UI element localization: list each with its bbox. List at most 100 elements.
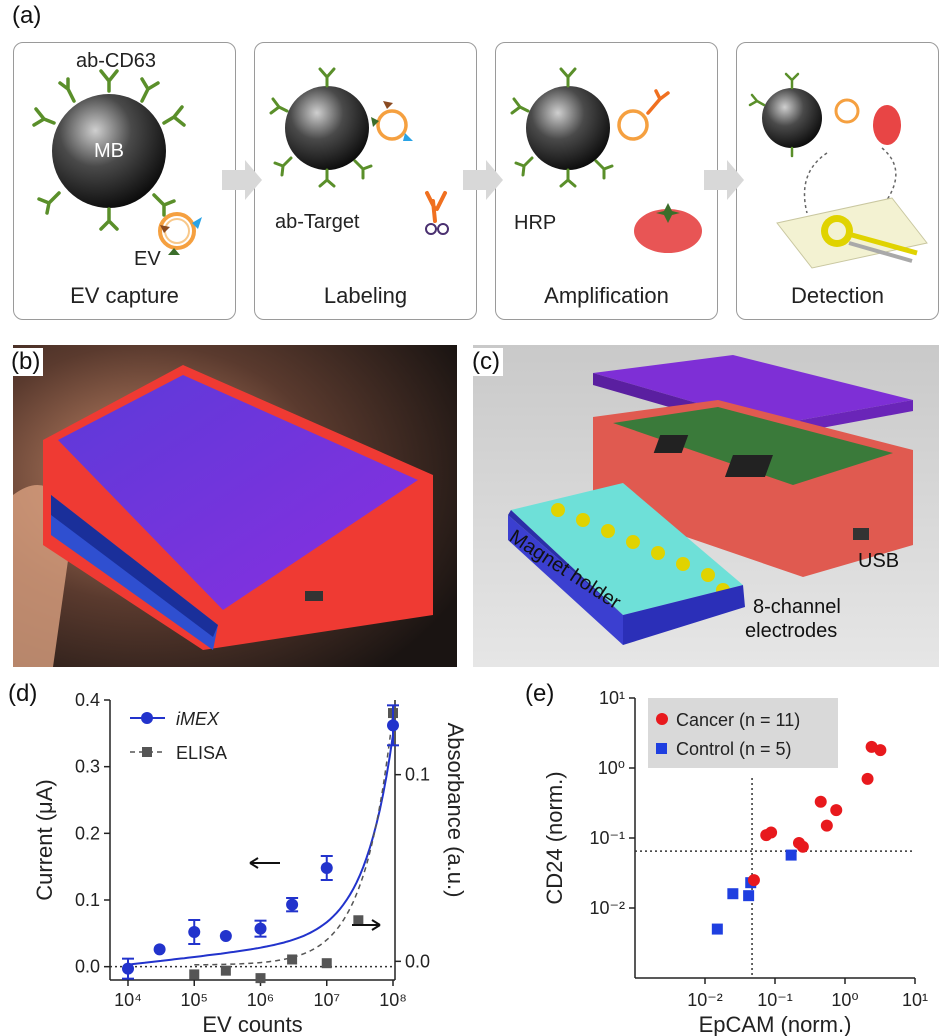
panel-label-b: (b) [8, 348, 44, 376]
antibody-icons [32, 69, 186, 231]
step-arrows [222, 160, 744, 200]
step-box-detection: Detection [736, 42, 939, 320]
y-tick-label: 10¹ [599, 688, 625, 708]
arrow-2-icon [463, 160, 503, 200]
chart-d: 0.0 0.1 0.2 0.3 0.4 0.0 0.1 10⁴ 10⁵ 10⁶ 10⁷ 10⁸ EV c… [32, 690, 468, 1036]
y-tick-label: 0.2 [75, 823, 100, 843]
elisa-point [189, 969, 200, 980]
y-tick-label: 10⁻¹ [589, 828, 625, 848]
imex-point [387, 719, 399, 732]
y-tick-label: 0.3 [75, 757, 100, 777]
arrow-3-icon [704, 160, 744, 200]
control-point [711, 923, 723, 935]
legend-imex-marker [141, 712, 153, 724]
x-axis-label: EV counts [202, 1012, 302, 1036]
legend-control-marker [656, 743, 667, 754]
imex-point [188, 926, 201, 938]
legend-box [648, 698, 838, 768]
y-tick-label: 0.1 [75, 890, 100, 910]
imex-point [122, 962, 134, 975]
arrow-1-icon [222, 160, 262, 200]
detection-illustration [748, 72, 928, 269]
control-point [727, 888, 739, 900]
cancer-point [814, 795, 827, 808]
x-tick-label: 10⁻¹ [757, 990, 793, 1010]
ev-capture-illustration: MB ab-CD63 EV [32, 50, 202, 270]
x-tick-label: 10⁵ [181, 990, 208, 1010]
x-tick-label: 10⁰ [831, 990, 858, 1010]
elisa-point [220, 965, 231, 976]
cancer-point [830, 804, 843, 817]
ab-cd63-label: ab-CD63 [76, 50, 156, 72]
elisa-point [321, 958, 332, 969]
legend-control-label: Control (n = 5) [676, 739, 792, 759]
x-axis-label: EpCAM (norm.) [699, 1012, 852, 1036]
y-axis-label: CD24 (norm.) [542, 771, 567, 904]
y-tick-label: 10⁻² [589, 898, 625, 918]
legend-elisa-label: ELISA [176, 743, 227, 763]
photo-device-in-hand [13, 345, 457, 667]
electrodes-label-line1: 8-channel [753, 596, 841, 618]
imex-point [219, 930, 232, 942]
legend-cancer-marker [656, 713, 668, 725]
step-box-ev-capture: MB ab-CD63 EV EV capture [13, 42, 236, 320]
y-right-tick-label: 0.0 [405, 951, 430, 971]
electrode-strip [511, 483, 743, 615]
amplification-illustration: HRP [510, 67, 702, 253]
imex-point [153, 943, 166, 956]
y-right-tick-label: 0.1 [405, 765, 430, 785]
hrp-label: HRP [514, 212, 556, 234]
panel-label-c: (c) [469, 348, 503, 376]
x-tick-label: 10⁻² [687, 990, 723, 1010]
mb-label: MB [94, 140, 124, 162]
ev-label: EV [134, 248, 161, 270]
imex-point [320, 862, 333, 874]
legend-elisa-marker [142, 747, 152, 757]
labeling-illustration: ab-Target [269, 67, 449, 235]
y-axis-label: Current (μA) [32, 779, 57, 900]
y-tick-label: 0.0 [75, 957, 100, 977]
device-lid [58, 375, 418, 610]
cancer-point [796, 840, 809, 853]
x-tick-label: 10¹ [902, 990, 928, 1010]
exploded-view-illustration: USB Magnet holder 8-channel electrodes [473, 345, 939, 667]
step-caption-detection: Detection [791, 283, 884, 308]
device-exploded-render: USB Magnet holder 8-channel electrodes [473, 345, 939, 667]
cancer-point [861, 772, 874, 785]
panel-label-a: (a) [12, 2, 42, 29]
magnetic-bead [52, 94, 166, 208]
cancer-point [747, 874, 760, 887]
imex-point [286, 898, 299, 911]
usb-label: USB [858, 550, 899, 572]
device-photo-illustration [13, 345, 457, 667]
imex-point [254, 922, 267, 935]
imex-fit-line [127, 734, 394, 966]
electrodes-label-line2: electrodes [745, 620, 837, 642]
control-point [785, 849, 797, 861]
x-tick-label: 10⁷ [313, 990, 340, 1010]
elisa-point [287, 954, 298, 965]
legend-imex-label: iMEX [176, 709, 220, 729]
step-caption-labeling: Labeling [323, 283, 408, 308]
panel-label-e: (e) [525, 680, 555, 707]
y-tick-label: 0.4 [75, 690, 100, 710]
elisa-point [353, 915, 364, 926]
x-tick-label: 10⁸ [379, 990, 407, 1010]
cancer-point [820, 819, 833, 832]
hrp-enzyme-icon [634, 209, 702, 253]
antibody-target-icon [425, 191, 447, 223]
y-tick-label: 10⁰ [598, 758, 625, 778]
cancer-point [874, 744, 887, 757]
arrow-right-icon [352, 919, 381, 931]
magnet-holder [508, 515, 623, 645]
x-tick-label: 10⁴ [114, 990, 142, 1010]
ev-icon [158, 212, 202, 255]
chart-e: 10⁻² 10⁻¹ 10⁰ 10¹ 10⁻² 10⁻¹ 10⁰ 10¹ EpCAM (norm.… [542, 688, 928, 1036]
cancer-point [765, 826, 778, 839]
panel-label-d: (d) [8, 680, 38, 707]
control-point [743, 890, 755, 902]
ab-target-label: ab-Target [275, 211, 360, 233]
arrow-left-icon [249, 857, 280, 869]
lid-render [593, 355, 913, 425]
step-caption-ev-capture: EV capture [70, 283, 179, 308]
